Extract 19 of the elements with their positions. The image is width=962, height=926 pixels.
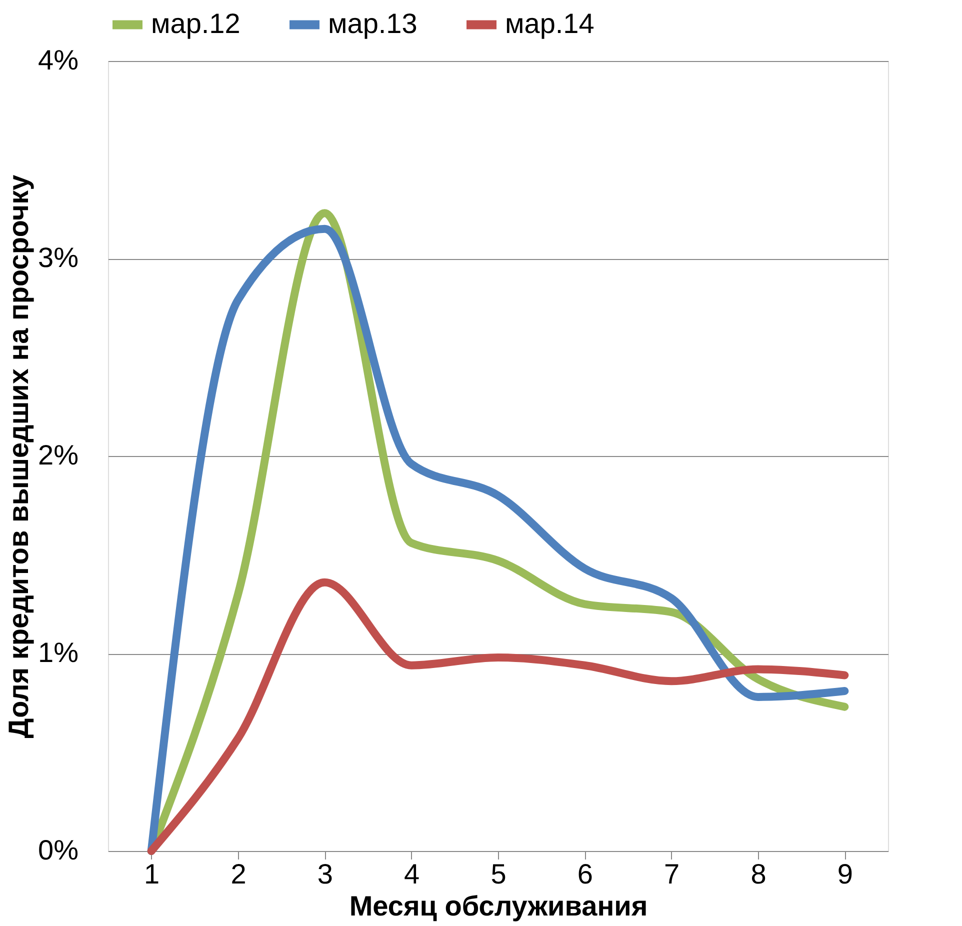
x-tick-label: 9 bbox=[837, 858, 853, 890]
legend-label: мар.13 bbox=[328, 8, 418, 39]
legend-label: мар.14 bbox=[505, 8, 594, 39]
x-tick-label: 2 bbox=[230, 858, 246, 890]
x-tick-label: 5 bbox=[490, 858, 506, 890]
y-axis-title: Доля кредитов вышедших на просрочку bbox=[3, 174, 34, 738]
y-tick-label: 3% bbox=[38, 242, 78, 273]
y-tick-label: 2% bbox=[38, 440, 78, 470]
y-tick-label: 4% bbox=[38, 44, 78, 76]
x-axis-title: Месяц обслуживания bbox=[349, 890, 648, 922]
x-tick-label: 7 bbox=[664, 858, 680, 890]
y-tick-label: 1% bbox=[38, 637, 78, 668]
x-tick-label: 6 bbox=[577, 858, 593, 890]
x-tick-label: 8 bbox=[750, 858, 766, 890]
legend-label: мар.12 bbox=[151, 8, 240, 39]
x-tick-label: 3 bbox=[317, 858, 333, 890]
x-tick-label: 4 bbox=[404, 858, 420, 890]
x-tick-label: 1 bbox=[144, 858, 160, 890]
y-tick-label: 0% bbox=[38, 834, 78, 866]
